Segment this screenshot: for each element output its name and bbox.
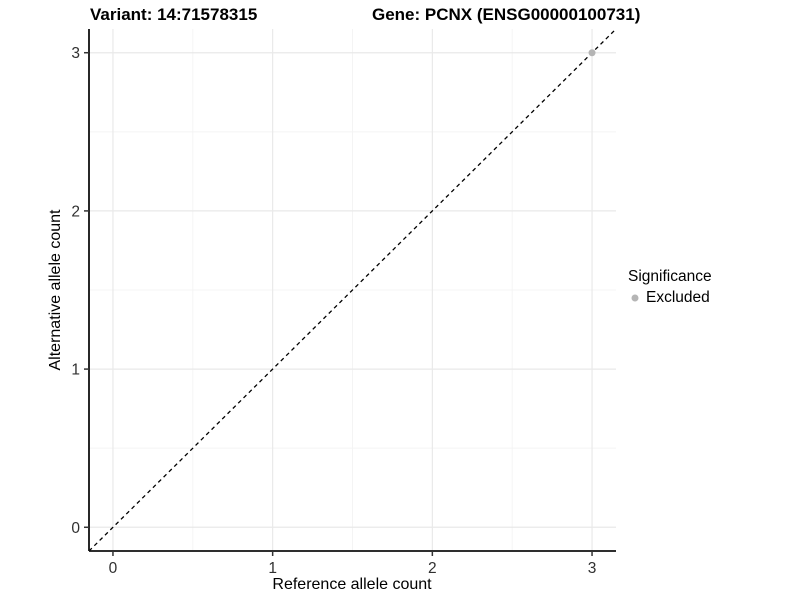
data-point <box>588 49 596 57</box>
legend-point-icon <box>631 294 639 302</box>
chart-title-variant: Variant: 14:71578315 <box>90 5 258 24</box>
legend-item-label: Excluded <box>646 289 710 306</box>
y-tick-label: 2 <box>71 203 80 220</box>
x-tick-label: 3 <box>588 560 597 577</box>
chart-title-gene: Gene: PCNX (ENSG00000100731) <box>372 5 641 24</box>
y-tick-label: 3 <box>71 45 80 62</box>
y-tick-label: 1 <box>71 362 80 379</box>
identity-line <box>88 28 617 552</box>
x-tick-label: 0 <box>109 560 118 577</box>
legend: Significance Excluded <box>628 268 712 307</box>
y-tick-label: 0 <box>71 520 80 537</box>
y-axis-title: Alternative allele count <box>47 209 64 371</box>
legend-item-excluded: Excluded <box>628 289 712 307</box>
legend-title: Significance <box>628 268 712 285</box>
x-axis-title: Reference allele count <box>272 576 432 593</box>
x-tick-label: 2 <box>428 560 437 577</box>
x-tick-label: 1 <box>268 560 277 577</box>
